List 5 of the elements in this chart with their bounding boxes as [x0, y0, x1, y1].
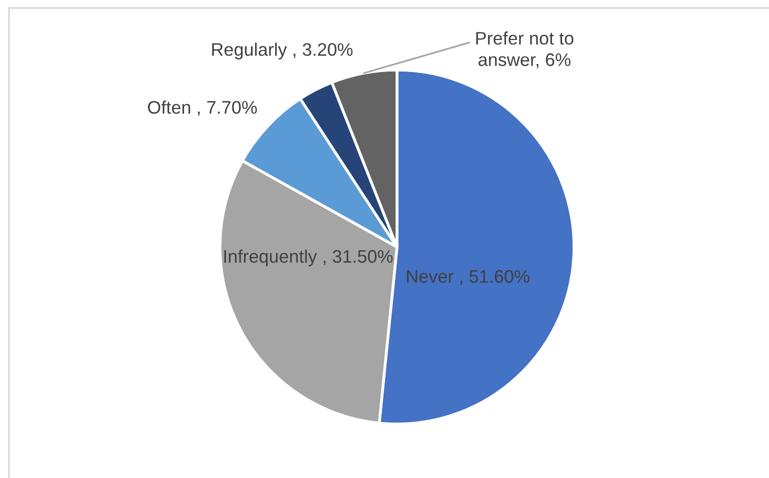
slice-label: Regularly , 3.20% [212, 42, 353, 60]
slice-label: Prefer not to answer, 6% [476, 31, 574, 68]
slice-label: Often , 7.70% [148, 100, 257, 116]
slice-label: Infrequently , 31.50% [224, 250, 393, 266]
slice-label: Never , 51.60% [407, 270, 530, 285]
